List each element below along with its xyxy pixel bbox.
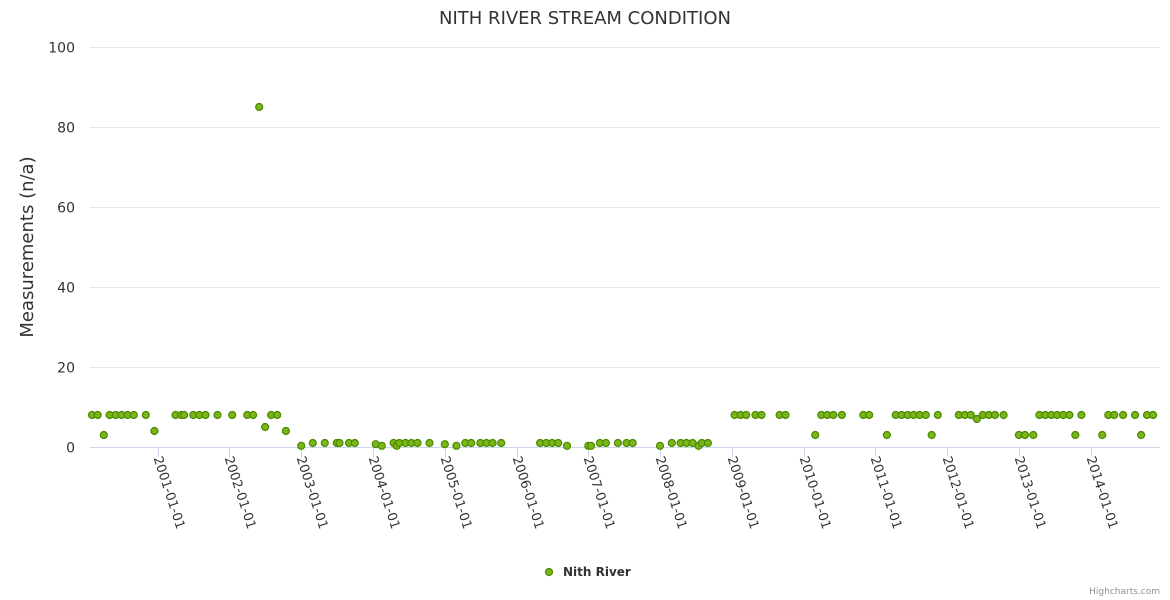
data-point[interactable]: [1065, 410, 1074, 420]
data-point[interactable]: [1148, 410, 1158, 420]
data-point[interactable]: [1130, 410, 1140, 420]
data-point[interactable]: [655, 441, 665, 450]
data-point[interactable]: [99, 430, 108, 440]
data-point[interactable]: [990, 410, 1000, 420]
data-point[interactable]: [335, 438, 344, 448]
data-point[interactable]: [350, 438, 359, 448]
data-point[interactable]: [999, 410, 1008, 420]
data-point[interactable]: [93, 410, 102, 420]
data-point[interactable]: [213, 410, 222, 420]
y-tick-label: 40: [57, 281, 75, 297]
data-point[interactable]: [562, 441, 572, 450]
y-tick-label: 100: [48, 41, 75, 57]
data-point[interactable]: [703, 438, 713, 448]
data-point[interactable]: [150, 426, 159, 436]
data-point[interactable]: [586, 441, 596, 450]
grid-lines: [90, 47, 1160, 368]
y-axis-ticks: 0 20 40 60 80 100: [48, 41, 75, 457]
data-point[interactable]: [613, 438, 623, 448]
data-point[interactable]: [452, 441, 461, 450]
data-point[interactable]: [601, 438, 611, 448]
data-point[interactable]: [488, 438, 497, 448]
data-point[interactable]: [1136, 430, 1146, 440]
series-nith-river[interactable]: [87, 102, 1158, 450]
data-point[interactable]: [308, 438, 317, 448]
credits-link[interactable]: Highcharts.com: [1089, 587, 1160, 597]
data-point[interactable]: [273, 410, 282, 420]
data-point[interactable]: [249, 410, 258, 420]
data-point[interactable]: [180, 410, 189, 420]
y-tick-label: 60: [57, 201, 75, 217]
legend-item-nith-river[interactable]: Nith River: [563, 565, 631, 579]
data-point[interactable]: [882, 430, 892, 440]
data-point[interactable]: [972, 414, 982, 424]
data-point[interactable]: [261, 422, 270, 432]
data-point[interactable]: [1110, 410, 1119, 420]
data-point[interactable]: [1020, 430, 1030, 440]
data-point[interactable]: [413, 438, 422, 448]
data-point[interactable]: [129, 410, 138, 420]
data-point[interactable]: [628, 438, 637, 448]
data-point[interactable]: [1118, 410, 1128, 420]
data-point[interactable]: [554, 438, 563, 448]
y-tick-label: 80: [57, 121, 75, 137]
data-point[interactable]: [467, 438, 476, 448]
data-point[interactable]: [440, 440, 449, 449]
data-point[interactable]: [141, 410, 150, 420]
data-point[interactable]: [757, 410, 766, 420]
data-point[interactable]: [377, 441, 386, 450]
legend[interactable]: Nith River: [544, 565, 631, 579]
data-point[interactable]: [497, 438, 506, 448]
data-point[interactable]: [933, 410, 942, 420]
data-point[interactable]: [1071, 430, 1080, 440]
y-tick-label: 0: [66, 441, 75, 457]
data-point[interactable]: [966, 410, 975, 420]
data-point[interactable]: [781, 410, 790, 420]
data-point[interactable]: [667, 438, 676, 448]
data-point[interactable]: [927, 430, 936, 440]
data-point[interactable]: [425, 438, 434, 448]
data-point[interactable]: [255, 102, 264, 112]
data-point[interactable]: [228, 410, 237, 420]
data-point[interactable]: [811, 430, 820, 440]
data-point[interactable]: [1077, 410, 1086, 420]
data-point[interactable]: [320, 438, 329, 448]
data-point[interactable]: [865, 410, 874, 420]
data-point[interactable]: [281, 426, 290, 436]
data-point[interactable]: [742, 410, 751, 420]
data-point[interactable]: [1029, 430, 1038, 440]
data-point[interactable]: [829, 410, 838, 420]
data-point[interactable]: [1098, 430, 1107, 440]
data-point[interactable]: [921, 410, 930, 420]
y-tick-label: 20: [57, 361, 75, 377]
legend-marker[interactable]: [544, 567, 554, 577]
chart-title: NITH RIVER STREAM CONDITION: [439, 8, 731, 29]
data-point[interactable]: [297, 441, 306, 450]
data-point[interactable]: [837, 410, 847, 420]
data-point[interactable]: [201, 410, 210, 420]
y-axis-label: Measurements (n/a): [17, 156, 38, 337]
